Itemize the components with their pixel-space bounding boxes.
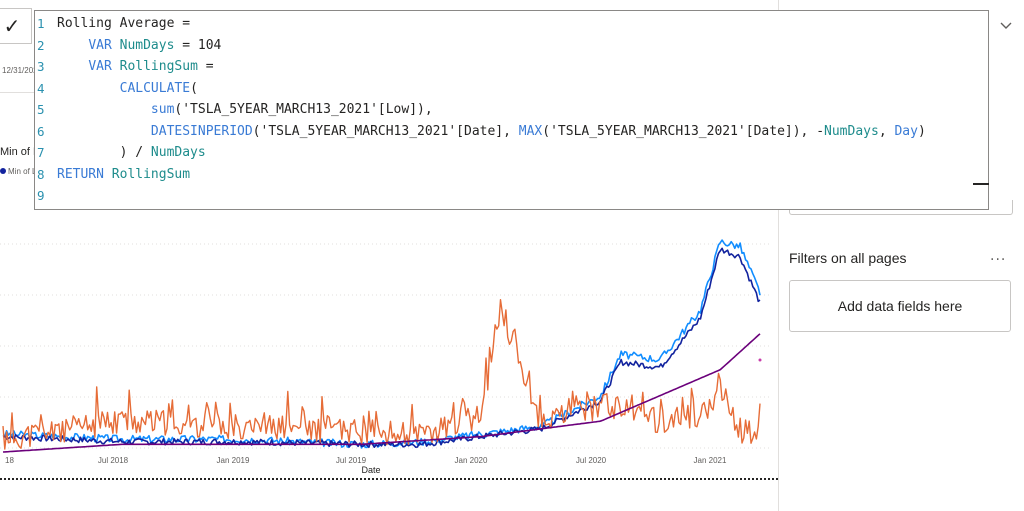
- line-number: 5: [37, 102, 45, 117]
- line-number: 2: [37, 37, 45, 53]
- code-line[interactable]: 1 Rolling Average =: [35, 13, 988, 35]
- series-line-orange: [2, 299, 761, 450]
- code-line[interactable]: 4 CALCULATE(: [35, 78, 988, 100]
- chevron-down-icon[interactable]: [1000, 20, 1012, 32]
- dax-formula-editor[interactable]: 1 Rolling Average = 2 VAR NumDays = 104 3 V…: [34, 10, 989, 210]
- add-data-fields-dropzone[interactable]: Add data fields here: [789, 280, 1011, 332]
- date-fragment: 12/31/202: [2, 66, 38, 75]
- visual-border-dotted: [0, 478, 778, 480]
- line-number: 6: [37, 123, 45, 139]
- series-line-dark_blue: [2, 247, 761, 448]
- line-number: 1: [37, 16, 45, 31]
- x-tick-label: Jan 2019: [217, 456, 250, 465]
- code-text: Rolling Average =: [57, 16, 191, 31]
- code-line[interactable]: 7 ) / NumDays: [35, 142, 988, 164]
- minus-icon[interactable]: [973, 183, 989, 185]
- filters-section-title: Filters on all pages: [789, 250, 907, 266]
- x-tick-label: Jul 2018: [98, 456, 129, 465]
- code-line[interactable]: 9: [35, 185, 988, 207]
- x-tick-label: Jan 2020: [455, 456, 488, 465]
- code-text: VAR RollingSum =: [88, 59, 214, 74]
- code-line[interactable]: 2 VAR NumDays = 104: [35, 35, 988, 57]
- code-text: DATESINPERIOD('TSLA_5YEAR_MARCH13_2021'[…: [150, 123, 926, 139]
- x-axis: 18 Jul 2018 Jan 2019 Jul 2019 Jan 2020 Jul 20…: [5, 456, 727, 475]
- x-tick-label: 18: [5, 456, 14, 465]
- code-text: CALCULATE(: [119, 80, 198, 96]
- code-text: sum('TSLA_5YEAR_MARCH13_2021'[Low]),: [150, 102, 433, 117]
- code-line[interactable]: 5 sum('TSLA_5YEAR_MARCH13_2021'[Low]),: [35, 99, 988, 121]
- legend-title: Min of L: [0, 146, 40, 158]
- check-icon[interactable]: ✓: [0, 8, 32, 44]
- x-tick-label: Jul 2019: [336, 456, 367, 465]
- code-line[interactable]: 6 DATESINPERIOD('TSLA_5YEAR_MARCH13_2021…: [35, 121, 988, 143]
- code-text: ) / NumDays: [57, 145, 206, 160]
- legend-dot-icon: [0, 168, 6, 174]
- code-line[interactable]: 8 RETURN RollingSum: [35, 164, 988, 186]
- x-axis-title: Date: [361, 465, 380, 475]
- series-line-purple: [2, 333, 761, 453]
- line-number: 7: [37, 145, 45, 160]
- line-chart: 18 Jul 2018 Jan 2019 Jul 2019 Jan 2020 Jul 20…: [0, 239, 770, 475]
- more-options-button[interactable]: ...: [990, 248, 1007, 264]
- code-text: VAR NumDays = 104: [88, 37, 222, 53]
- visual-left-fragment: ✓ 12/31/202 Min of L Min of L: [0, 0, 40, 200]
- x-tick-label: Jul 2020: [576, 456, 607, 465]
- code-line[interactable]: 3 VAR RollingSum =: [35, 56, 988, 78]
- chart-series-layer: [2, 239, 762, 453]
- x-tick-label: Jan 2021: [694, 456, 727, 465]
- code-text: RETURN RollingSum: [57, 166, 191, 182]
- data-point: [758, 358, 762, 362]
- line-number: 3: [37, 59, 45, 74]
- line-number: 8: [37, 166, 45, 182]
- legend-item: Min of L: [0, 167, 36, 176]
- line-number: 4: [37, 80, 45, 96]
- line-number: 9: [37, 188, 45, 203]
- divider: [0, 92, 36, 93]
